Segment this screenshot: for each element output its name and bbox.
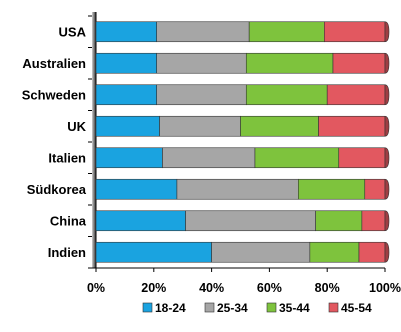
bar-segment [95,241,212,263]
bar-end-cap [384,84,390,106]
bar-segment [185,210,316,232]
bar-end-cap [384,241,390,263]
bars-layer [95,21,390,263]
bar-segment [95,84,157,106]
legend-swatch [204,302,215,313]
bar-end-cap [384,178,390,200]
x-tick-label: 40% [199,281,224,295]
category-label: USA [59,24,87,39]
bar-segment [245,84,328,106]
bar-end-cap [384,21,390,43]
bar-segment [248,21,325,43]
category-label: Schweden [22,87,86,102]
bar-end-cap [384,147,390,169]
bar-segment [176,178,299,200]
bar-segment [358,241,386,263]
category-label: Australien [22,56,86,71]
legend-swatch [266,302,277,313]
category-label: Italien [48,150,86,165]
bar-segment [156,84,247,106]
x-tick-label: 80% [315,281,340,295]
x-tick-label: 100% [369,281,401,295]
bar-segment [95,21,157,43]
bar-segment [240,115,319,137]
bar-segment [324,21,386,43]
bar-segment [95,115,160,137]
x-tick-label: 60% [257,281,282,295]
category-label: Indien [48,245,86,260]
bar-segment [95,147,163,169]
legend-swatch [328,302,339,313]
x-tick-label: 0% [87,281,105,295]
category-label: Südkorea [27,182,87,197]
bar-segment [156,52,247,74]
axis-layer [88,12,386,272]
bar-segment [211,241,311,263]
bar-segment [364,178,386,200]
bar-segment [95,178,178,200]
bar-segment [338,147,386,169]
category-label: UK [67,119,86,134]
bar-segment [254,147,340,169]
bar-segment [297,178,366,200]
bar-segment [332,52,386,74]
bar-segment [315,210,363,232]
bar-segment [156,21,250,43]
labels-layer: 0% 20% 40% 60% 80% 100% USA Australien Schweden U… [22,24,401,295]
bar-segment [361,210,386,232]
legend-swatch [142,302,153,313]
x-tick-label: 20% [141,281,166,295]
legend-label: 25-34 [217,301,248,315]
bar-segment [95,52,157,74]
axis-wall [92,12,96,268]
bar-segment [95,210,186,232]
bar-segment [162,147,256,169]
legend-label: 35-44 [279,301,310,315]
bar-segment [318,115,386,137]
legend-label: 18-24 [155,301,186,315]
bar-segment [326,84,386,106]
bar-end-cap [384,52,390,74]
bar-end-cap [384,210,390,232]
bar-segment [309,241,360,263]
bar-segment [245,52,334,74]
bar-segment [159,115,241,137]
legend-label: 45-54 [341,301,372,315]
category-label: China [50,213,87,228]
bar-end-cap [384,115,390,137]
legend: 18-24 25-34 35-44 45-54 [142,301,372,315]
